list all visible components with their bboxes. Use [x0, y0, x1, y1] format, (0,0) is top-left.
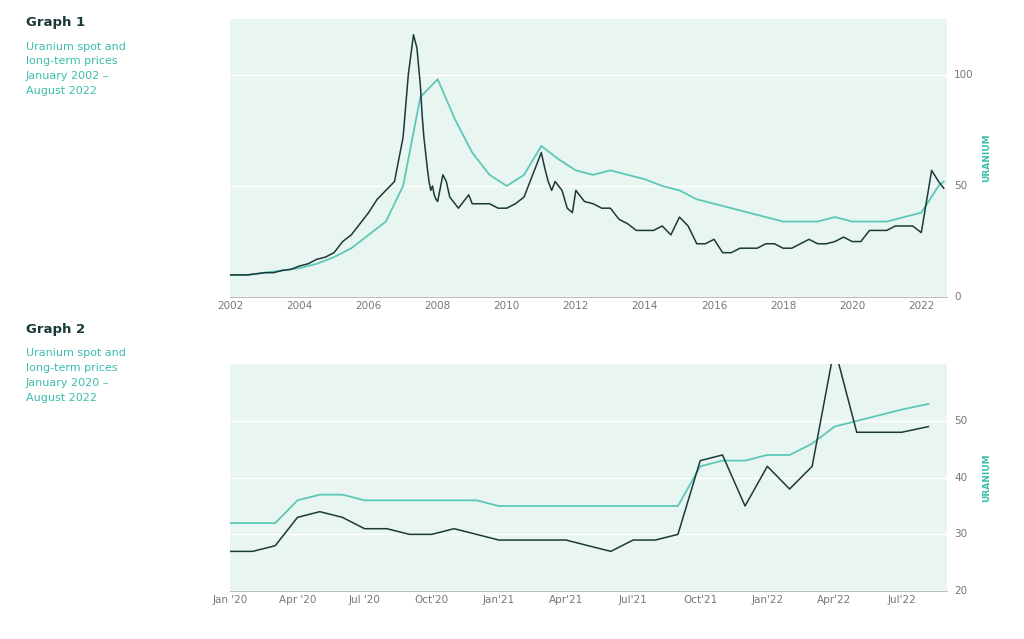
Text: Uranium spot and
long-term prices
January 2002 –
August 2022: Uranium spot and long-term prices Januar…: [26, 42, 126, 96]
Text: 30: 30: [954, 529, 968, 539]
Text: Uranium spot and
long-term prices
January 2020 –
August 2022: Uranium spot and long-term prices Januar…: [26, 348, 126, 403]
Text: URANIUM: URANIUM: [982, 453, 991, 502]
Text: URANIUM: URANIUM: [982, 134, 991, 183]
Text: Graph 1: Graph 1: [26, 16, 85, 29]
Text: 0: 0: [954, 292, 961, 302]
Text: 100: 100: [954, 70, 974, 80]
Text: 40: 40: [954, 473, 968, 482]
Text: 50: 50: [954, 181, 968, 191]
Text: 50: 50: [954, 416, 968, 426]
Text: Graph 2: Graph 2: [26, 323, 85, 335]
Text: 20: 20: [954, 586, 968, 596]
